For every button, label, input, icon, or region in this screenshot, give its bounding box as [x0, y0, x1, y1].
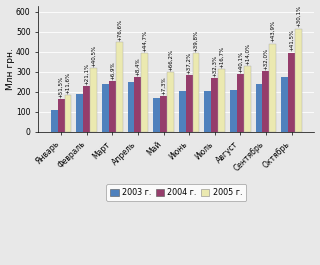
Text: +6,9%: +6,9%: [110, 61, 115, 80]
Bar: [153, 98, 160, 132]
Bar: [230, 90, 237, 132]
Text: +8,4%: +8,4%: [135, 58, 140, 76]
Bar: [134, 77, 141, 132]
Text: +11,6%: +11,6%: [66, 72, 70, 94]
Bar: [102, 84, 109, 132]
Legend: 2003 г., 2004 г., 2005 г.: 2003 г., 2004 г., 2005 г.: [107, 184, 246, 201]
Text: +14,0%: +14,0%: [245, 43, 250, 65]
Bar: [237, 74, 244, 132]
Bar: [193, 53, 199, 132]
Bar: [262, 71, 269, 132]
Bar: [295, 29, 302, 132]
Bar: [244, 66, 251, 132]
Bar: [269, 44, 276, 132]
Bar: [186, 75, 193, 132]
Bar: [256, 84, 262, 132]
Bar: [179, 91, 186, 132]
Bar: [218, 69, 225, 132]
Text: +32,3%: +32,3%: [212, 55, 217, 77]
Bar: [141, 53, 148, 132]
Bar: [204, 91, 211, 132]
Bar: [109, 81, 116, 132]
Bar: [167, 72, 174, 132]
Text: +76,6%: +76,6%: [117, 19, 122, 41]
Text: +39,8%: +39,8%: [194, 29, 198, 52]
Bar: [160, 96, 167, 132]
Text: +21,1%: +21,1%: [84, 63, 89, 85]
Text: +32,0%: +32,0%: [263, 47, 268, 69]
Y-axis label: Млн грн.: Млн грн.: [5, 48, 14, 90]
Bar: [58, 99, 65, 132]
Text: +66,2%: +66,2%: [168, 49, 173, 71]
Text: +43,9%: +43,9%: [270, 20, 275, 42]
Text: +7,3%: +7,3%: [161, 76, 166, 95]
Text: +40,5%: +40,5%: [91, 45, 96, 67]
Bar: [128, 82, 134, 132]
Bar: [116, 42, 123, 132]
Text: +30,1%: +30,1%: [296, 5, 301, 27]
Text: +16,7%: +16,7%: [219, 46, 224, 68]
Bar: [83, 86, 90, 132]
Bar: [51, 110, 58, 132]
Text: +40,1%: +40,1%: [238, 50, 243, 73]
Bar: [281, 77, 288, 132]
Text: +51,5%: +51,5%: [59, 76, 64, 98]
Text: +37,2%: +37,2%: [187, 52, 192, 74]
Bar: [76, 94, 83, 132]
Bar: [288, 53, 295, 132]
Bar: [65, 95, 71, 132]
Bar: [90, 68, 97, 132]
Text: +41,5%: +41,5%: [289, 29, 294, 51]
Text: +44,7%: +44,7%: [142, 30, 147, 52]
Bar: [211, 78, 218, 132]
